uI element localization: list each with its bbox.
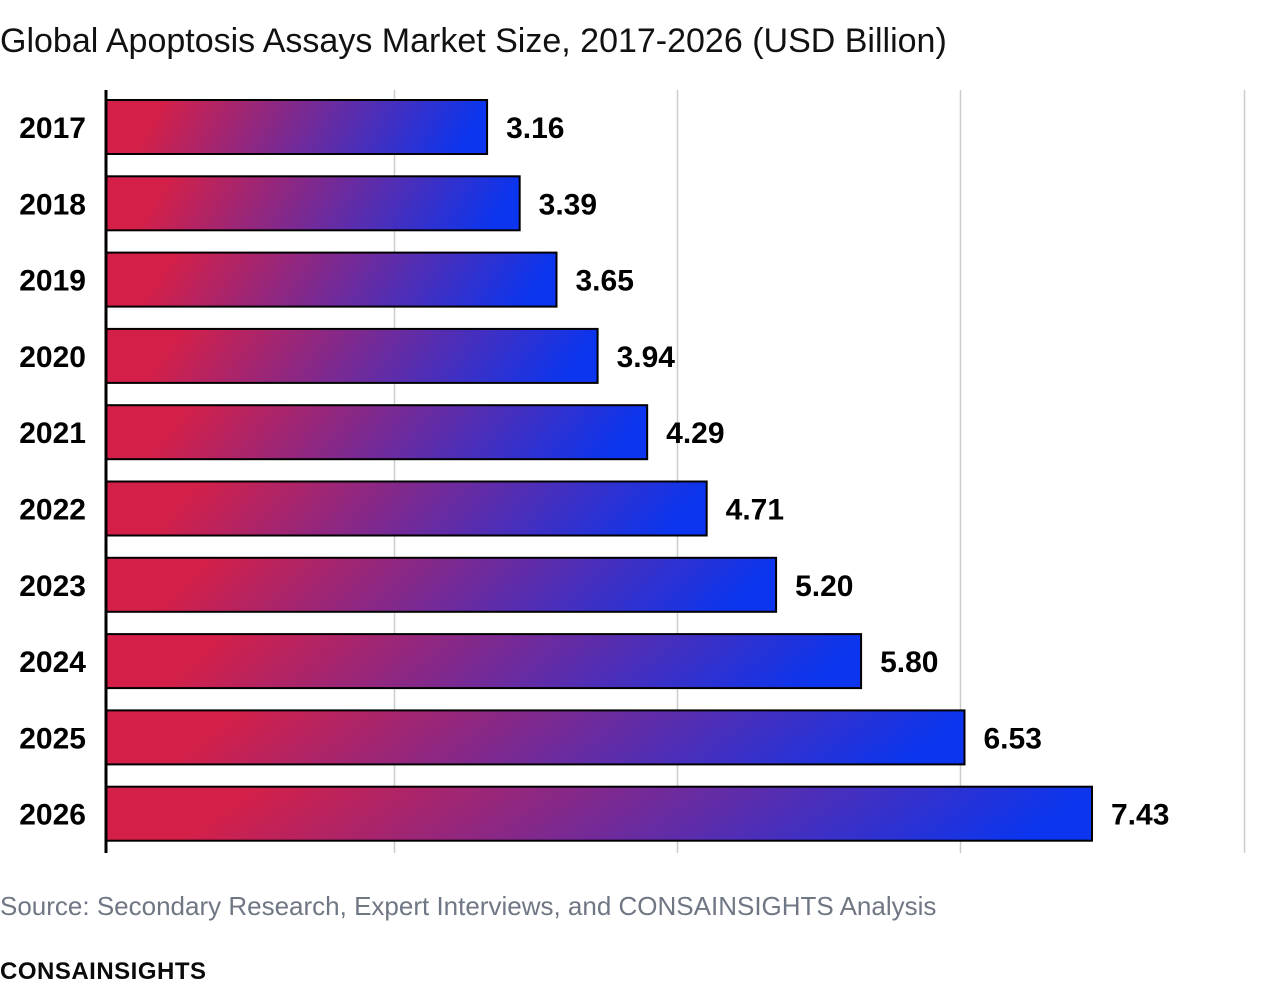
chart-title: Global Apoptosis Assays Market Size, 201…: [0, 22, 947, 60]
value-label-2020: 3.94: [617, 341, 676, 374]
value-label-2021: 4.29: [666, 417, 724, 450]
bar-2021: [105, 404, 649, 461]
brand-logo: CONSAINSIGHTS: [0, 958, 207, 985]
value-label-2023: 5.20: [795, 570, 853, 603]
value-label-2019: 3.65: [576, 265, 634, 298]
bar-2025: [105, 709, 966, 766]
category-label-2017: 2017: [19, 112, 86, 145]
category-label-2022: 2022: [19, 494, 86, 527]
bars: [105, 99, 1093, 842]
category-label-2019: 2019: [19, 265, 86, 298]
category-label-2018: 2018: [19, 188, 86, 221]
value-label-2018: 3.39: [539, 188, 597, 221]
category-labels: 2017 2018 2019 2020 2021 2022 2023 2024 2025 2026: [19, 112, 86, 832]
category-label-2026: 2026: [19, 799, 86, 832]
value-label-2022: 4.71: [726, 494, 784, 527]
category-label-2023: 2023: [19, 570, 86, 603]
value-label-2025: 6.53: [984, 722, 1042, 755]
value-label-2026: 7.43: [1111, 799, 1169, 832]
bar-2022: [105, 480, 708, 537]
source-note: Source: Secondary Research, Expert Inter…: [0, 891, 937, 921]
category-label-2025: 2025: [19, 722, 86, 755]
category-label-2020: 2020: [19, 341, 86, 374]
category-label-2024: 2024: [19, 646, 86, 679]
bar-2019: [105, 251, 558, 308]
bar-2026: [105, 785, 1093, 842]
value-label-2017: 3.16: [506, 112, 564, 145]
bar-2017: [105, 99, 489, 155]
bar-chart: 3.16 3.39 3.65 3.94 4.29 4.71 5.20 5.80 6.53 7.43…: [19, 90, 1246, 853]
bar-2018: [105, 175, 521, 232]
bar-2024: [105, 633, 863, 690]
value-label-2024: 5.80: [880, 646, 938, 679]
bar-2020: [105, 327, 599, 384]
bar-2023: [105, 556, 778, 613]
category-label-2021: 2021: [19, 417, 86, 450]
value-labels: 3.16 3.39 3.65 3.94 4.29 4.71 5.20 5.80 6.53 7.43: [506, 112, 1169, 832]
